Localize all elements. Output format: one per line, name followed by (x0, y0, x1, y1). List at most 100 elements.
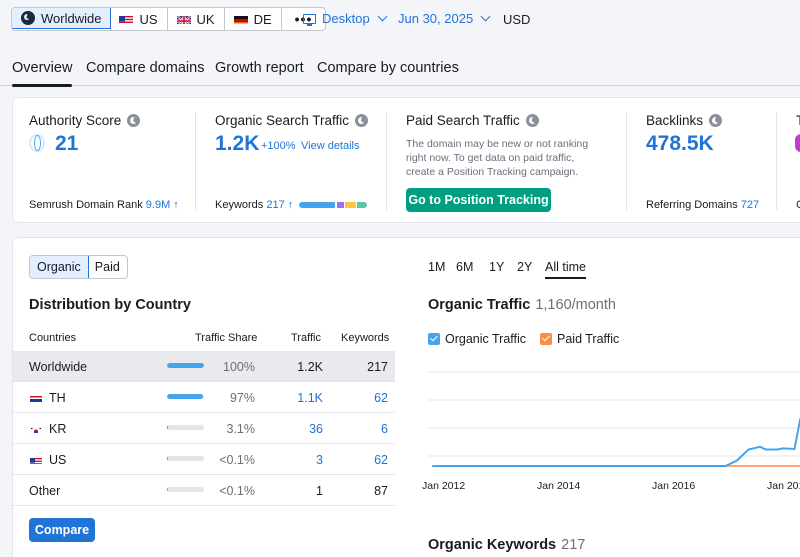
organic-traffic-chart-title: Organic Traffic 1,160/month (428, 297, 616, 313)
traffic-share-bar (167, 456, 204, 461)
view-details-link[interactable]: View details (301, 140, 360, 152)
info-icon[interactable] (525, 114, 539, 127)
keywords-link[interactable]: 217 ↑ (266, 199, 294, 211)
keywords-value[interactable]: 62 (374, 453, 388, 467)
compare-button[interactable]: Compare (29, 518, 95, 542)
x-tick-label: Jan 2018 (767, 480, 800, 492)
organic-toggle-button[interactable]: Organic (29, 256, 89, 278)
cut-off-metric-title: T (796, 113, 800, 128)
organic-traffic-chart[interactable] (428, 366, 800, 496)
device-dropdown[interactable]: Desktop (303, 11, 388, 26)
info-icon[interactable] (127, 114, 141, 127)
col-traffic[interactable]: Traffic (291, 332, 321, 344)
traffic-share-bar (167, 425, 204, 430)
monitor-icon (303, 13, 316, 26)
table-row[interactable]: Other <0.1% 1 87 (13, 475, 395, 506)
referring-domains: Referring Domains 727 (646, 199, 760, 211)
tab-bar: Overview Compare domains Growth report C… (0, 50, 800, 87)
tab-overview[interactable]: Overview (12, 60, 73, 87)
range-1m[interactable]: 1M (428, 260, 446, 274)
series-line-organic-traffic[interactable] (432, 411, 800, 467)
us-flag-icon (30, 455, 42, 464)
th-flag-icon (30, 393, 42, 402)
backlinks-title: Backlinks (646, 113, 723, 128)
currency-label[interactable]: USD (503, 12, 531, 27)
traffic-share-bar (167, 363, 204, 368)
keywords-count: Keywords 217 ↑ (215, 199, 294, 211)
kr-flag-icon (30, 424, 42, 433)
tab-compare-domains[interactable]: Compare domains (86, 60, 205, 76)
organic-paid-toggle: Organic Paid (29, 255, 128, 279)
metrics-card: Authority Score 21 Semrush Domain Rank 9… (12, 97, 800, 223)
range-6m[interactable]: 6M (456, 260, 474, 274)
range-all-time[interactable]: All time (545, 260, 586, 279)
keywords-value: 217 (367, 360, 388, 374)
range-2y[interactable]: 2Y (517, 260, 533, 274)
table-row[interactable]: Worldwide 100% 1.2K 217 (13, 351, 395, 382)
chevron-down-icon (377, 11, 388, 22)
tab-compare-by-countries[interactable]: Compare by countries (317, 60, 459, 76)
checkbox-icon[interactable] (540, 333, 552, 345)
table-row[interactable]: US <0.1% 3 62 (13, 444, 395, 475)
traffic-share-fill (167, 394, 203, 399)
traffic-share-value: 97% (229, 391, 255, 405)
col-traffic-share[interactable]: Traffic Share (195, 332, 258, 344)
region-label: DE (253, 11, 272, 27)
info-icon[interactable] (709, 114, 723, 127)
traffic-share-value: 100% (223, 360, 255, 374)
domain-rank: Semrush Domain Rank 9.9M ↑ (29, 199, 179, 211)
table-row[interactable]: KR 3.1% 36 6 (13, 413, 395, 444)
tab-growth-report[interactable]: Growth report (215, 60, 304, 76)
country-name: KR (49, 422, 67, 436)
us-flag-icon (119, 14, 134, 24)
legend-organic-traffic[interactable]: Organic Traffic (428, 332, 526, 346)
traffic-value[interactable]: 36 (309, 422, 323, 436)
device-label: Desktop (322, 11, 370, 26)
top-bar: Worldwide US UK DE ••• Desktop (0, 0, 800, 40)
organic-traffic-chart-subtitle: 1,160/month (535, 297, 616, 313)
checkbox-icon[interactable] (428, 333, 440, 345)
cut-off-metric-foot: C (796, 199, 800, 211)
globe-icon (21, 11, 35, 25)
go-to-position-tracking-button[interactable]: Go to Position Tracking (406, 188, 551, 212)
domain-rank-link[interactable]: 9.9M ↑ (145, 199, 179, 211)
traffic-value[interactable]: 3 (316, 453, 323, 467)
region-worldwide-button[interactable]: Worldwide (12, 8, 112, 29)
authority-score-value[interactable]: 21 (55, 132, 79, 155)
paid-traffic-title: Paid Search Traffic (406, 113, 539, 128)
de-flag-icon (233, 14, 248, 24)
region-us-button[interactable]: US (110, 8, 168, 30)
range-1y[interactable]: 1Y (489, 260, 505, 274)
divider (195, 112, 196, 210)
overview-detail-card: Organic Paid Distribution by Country Cou… (12, 237, 800, 557)
table-row[interactable]: TH 97% 1.1K 62 (13, 382, 395, 413)
backlinks-value[interactable]: 478.5K (646, 132, 714, 155)
region-de-button[interactable]: DE (225, 8, 282, 30)
traffic-share-fill (167, 487, 169, 492)
legend-paid-traffic[interactable]: Paid Traffic (540, 332, 619, 346)
region-uk-button[interactable]: UK (168, 8, 225, 30)
uk-flag-icon (176, 14, 191, 24)
traffic-share-value: <0.1% (219, 453, 255, 467)
traffic-share-bar (167, 487, 204, 492)
organic-traffic-value[interactable]: 1.2K (215, 132, 260, 155)
x-tick-label: Jan 2012 (422, 480, 466, 492)
country-name: Worldwide (29, 360, 88, 374)
traffic-value: 1.2K (297, 360, 323, 374)
info-icon[interactable] (355, 114, 369, 127)
region-label: Worldwide (41, 10, 102, 26)
keywords-value[interactable]: 6 (381, 422, 388, 436)
date-label: Jun 30, 2025 (398, 11, 474, 26)
col-countries: Countries (29, 332, 77, 344)
x-tick-label: Jan 2016 (652, 480, 696, 492)
referring-domains-link[interactable]: 727 (740, 199, 760, 211)
keywords-value[interactable]: 62 (374, 391, 388, 405)
country-name: US (49, 453, 67, 467)
date-dropdown[interactable]: Jun 30, 2025 (398, 11, 491, 26)
region-label: UK (196, 11, 215, 27)
col-keywords[interactable]: Keywords (341, 332, 390, 344)
traffic-value[interactable]: 1.1K (297, 391, 323, 405)
chevron-down-icon (480, 11, 491, 22)
paid-toggle-button[interactable]: Paid (94, 260, 120, 274)
country-name: Other (29, 484, 61, 498)
